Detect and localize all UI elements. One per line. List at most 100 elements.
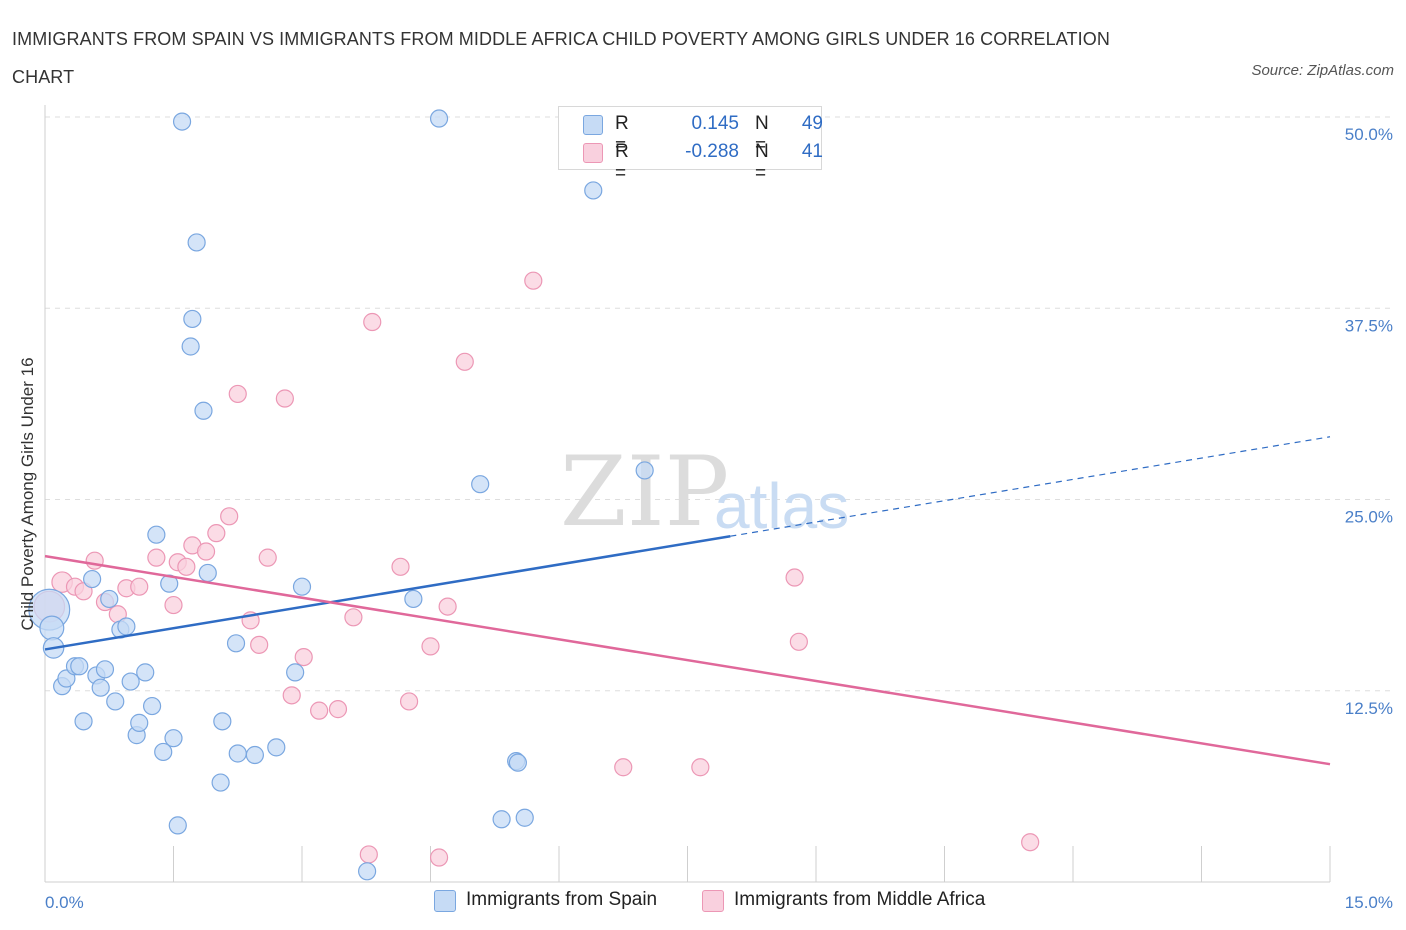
spain-point [130, 713, 149, 732]
y-tick-label: 12.5% [1345, 699, 1393, 718]
spain-point [183, 309, 202, 329]
zipatlas-watermark: ZIP atlas [560, 436, 849, 548]
bottom-legend-label-middle-africa: Immigrants from Middle Africa [734, 889, 986, 910]
middle-africa-point [363, 312, 382, 332]
legend-r-label: R = [615, 113, 629, 156]
middle-africa-point [147, 548, 166, 567]
middle-africa-point [391, 557, 410, 576]
series-spain-points [28, 109, 654, 881]
spain-point [117, 617, 136, 636]
spain-point [70, 657, 89, 676]
y-tick-label: 50.0% [1345, 125, 1393, 144]
middle-africa-point [399, 692, 419, 711]
middle-africa-point [429, 848, 449, 867]
spain-point [91, 678, 110, 697]
middle-africa-point [614, 758, 633, 777]
middle-africa-point [294, 647, 313, 667]
spain-point [198, 563, 217, 583]
spain-point [187, 233, 206, 252]
y-axis-title: Child Poverty Among Girls Under 16 [18, 357, 37, 630]
spain-point [226, 634, 246, 653]
spain-point [168, 816, 187, 835]
spain-point [213, 712, 232, 731]
spain-point [404, 589, 423, 609]
spain-point [100, 589, 119, 609]
legend-swatch-spain [583, 115, 603, 135]
axes [44, 105, 1331, 883]
spain-point [39, 615, 65, 641]
y-tick-label: 37.5% [1345, 316, 1393, 335]
legend-n-label: N = [755, 141, 769, 184]
spain-point [584, 181, 603, 200]
spain-point [429, 109, 449, 128]
middle-africa-trend-line [44, 554, 1331, 766]
spain-point [508, 753, 527, 772]
legend-n-label: N = [755, 113, 769, 156]
middle-africa-point [1021, 833, 1040, 852]
bottom-legend-swatch-middle-africa [702, 890, 724, 912]
spain-point [172, 112, 192, 131]
middle-africa-point [421, 637, 440, 656]
bottom-legend-swatch-spain [434, 890, 456, 912]
spain-point [515, 808, 534, 827]
legend-n-value: 49 [801, 113, 823, 134]
middle-africa-point [789, 632, 808, 651]
y-tick-labels: 12.5% 25.0% 37.5% 50.0% [1345, 125, 1393, 718]
spain-point [211, 773, 230, 792]
middle-africa-point [328, 700, 348, 719]
spain-point [106, 692, 125, 711]
spain-point [164, 729, 183, 748]
legend-n-value: 41 [801, 141, 823, 162]
chart-source: Source: ZipAtlas.com [1251, 62, 1394, 79]
middle-africa-point [275, 389, 294, 408]
middle-africa-point [785, 568, 804, 587]
spain-point [147, 525, 166, 544]
middle-africa-point [455, 352, 474, 371]
spain-point [95, 660, 115, 679]
spain-point [635, 461, 654, 480]
y-tick-label: 25.0% [1345, 508, 1393, 527]
spain-point [194, 401, 213, 420]
middle-africa-point [207, 524, 226, 543]
legend-r-value: 0.145 [691, 113, 739, 134]
spain-point [136, 663, 155, 682]
watermark-atlas: atlas [714, 470, 849, 542]
legend-swatch-middle-africa [583, 143, 603, 163]
watermark-zip: ZIP [560, 436, 729, 548]
bottom-legend-label-spain: Immigrants from Spain [466, 889, 658, 910]
correlation-legend: R = 0.145 N = 49 R = -0.288 N = 41 [558, 106, 823, 184]
legend-r-label: R = [615, 141, 629, 184]
spain-point [358, 862, 377, 881]
spain-trend-line-extension [730, 436, 1331, 537]
middle-africa-point [250, 635, 269, 654]
x-tick-label-min: 0.0% [45, 893, 84, 912]
middle-africa-point [691, 758, 710, 777]
middle-africa-point [220, 507, 239, 526]
middle-africa-point [130, 577, 149, 596]
spain-point [181, 337, 200, 356]
middle-africa-point [282, 686, 301, 705]
spain-point [471, 475, 490, 494]
middle-africa-point [258, 548, 277, 567]
spain-point [245, 745, 264, 765]
legend-r-value: -0.288 [685, 141, 739, 162]
spain-point [292, 577, 312, 596]
gridlines [45, 116, 1393, 692]
middle-africa-point [164, 595, 183, 615]
spain-point [121, 672, 140, 691]
spain-point [74, 712, 93, 731]
spain-trend-line [44, 534, 731, 651]
spain-point [267, 738, 286, 757]
middle-africa-point [438, 597, 457, 616]
chart-title: IMMIGRANTS FROM SPAIN VS IMMIGRANTS FROM… [12, 29, 1110, 87]
middle-africa-point [228, 384, 247, 404]
spain-point [142, 696, 162, 716]
middle-africa-point [359, 845, 378, 864]
spain-point [286, 663, 305, 682]
spain-point [83, 569, 102, 589]
middle-africa-point [524, 271, 543, 290]
middle-africa-point [310, 701, 329, 720]
trendlines [44, 436, 1331, 766]
spain-point [154, 742, 173, 762]
